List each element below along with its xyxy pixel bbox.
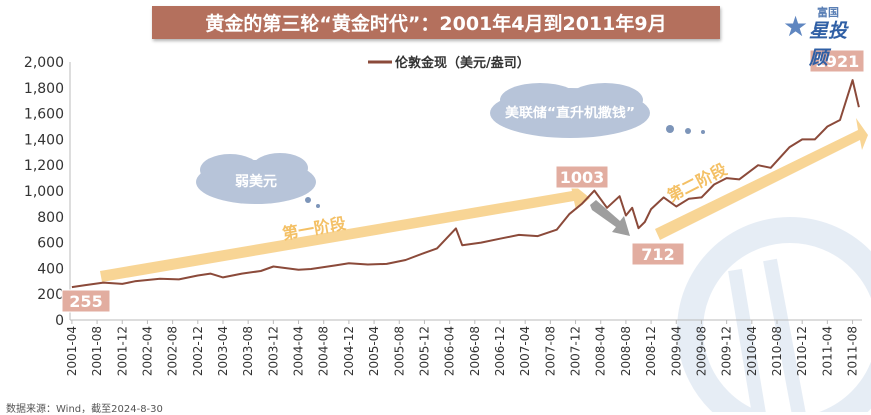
x-tick-label: 2002-04 — [140, 326, 154, 376]
x-tick-label: 2008-12 — [644, 326, 658, 376]
y-tick-label: 800 — [37, 210, 64, 226]
logo-bottom-text: 星投顾 — [809, 20, 848, 69]
x-tick-label: 2004-04 — [292, 326, 306, 376]
x-tick-label: 2002-12 — [191, 326, 205, 376]
x-tick-label: 2008-04 — [594, 326, 608, 376]
x-tick-label: 2008-08 — [619, 326, 633, 376]
x-tick-label: 2006-04 — [443, 326, 457, 376]
y-tick-label: 1,600 — [24, 107, 64, 123]
x-tick-label: 2010-12 — [795, 326, 809, 376]
x-tick-label: 2007-12 — [569, 326, 583, 376]
y-tick-label: 1,200 — [24, 158, 64, 174]
cloud-fed-helicopter: 美联储“直升机撒钱” — [490, 83, 705, 138]
logo-top-text: 富国 — [817, 6, 839, 19]
x-tick-label: 2001-12 — [115, 326, 129, 376]
x-tick-label: 2003-12 — [266, 326, 280, 376]
callout-1003: 1003 — [555, 165, 609, 189]
y-tick-label: 0 — [55, 313, 64, 329]
y-tick-label: 1,400 — [24, 132, 64, 148]
x-tick-label: 2006-08 — [468, 326, 482, 376]
x-tick-label: 2005-04 — [367, 326, 381, 376]
y-tick-label: 200 — [37, 287, 64, 303]
star-icon: ★ — [783, 10, 809, 43]
y-tick-label: 1,800 — [24, 81, 64, 97]
y-tick-label: 1,000 — [24, 184, 64, 200]
correction-arrow — [590, 200, 630, 236]
svg-text:1921: 1921 — [815, 52, 860, 71]
cloud-weak-dollar: 弱美元 — [196, 153, 320, 208]
svg-text:美联储“直升机撒钱”: 美联储“直升机撒钱” — [505, 105, 635, 121]
x-tick-label: 2009-08 — [694, 326, 708, 376]
chart-title: 黄金的第三轮“黄金时代”：2001年4月到2011年9月 — [152, 6, 720, 39]
x-tick-label: 2003-04 — [216, 326, 230, 376]
x-tick-label: 2011-08 — [846, 326, 860, 376]
x-tick-label: 2009-12 — [720, 326, 734, 376]
x-tick-label: 2002-08 — [166, 326, 180, 376]
x-tick-label: 2001-04 — [65, 326, 79, 376]
svg-text:1003: 1003 — [560, 168, 605, 187]
legend-label: 伦敦金现（美元/盎司） — [395, 55, 530, 71]
y-tick-label: 400 — [37, 261, 64, 277]
x-tick-label: 2010-04 — [745, 326, 759, 376]
brand-logo: ★ 富国 星投顾 — [779, 4, 859, 69]
x-tick-label: 2007-08 — [543, 326, 557, 376]
callout-255: 255 — [61, 289, 111, 313]
y-tick-label: 2,000 — [24, 55, 64, 71]
x-tick-label: 2010-08 — [770, 326, 784, 376]
x-tick-label: 2005-12 — [417, 326, 431, 376]
stage2-arrow — [655, 118, 868, 240]
x-tick-label: 2011-04 — [820, 326, 834, 376]
x-tick-label: 2009-04 — [669, 326, 683, 376]
x-tick-label: 2003-08 — [241, 326, 255, 376]
x-tick-label: 2004-12 — [342, 326, 356, 376]
svg-text:弱美元: 弱美元 — [235, 173, 277, 190]
x-tick-label: 2007-04 — [518, 326, 532, 376]
x-tick-label: 2005-08 — [392, 326, 406, 376]
x-tick-label: 2001-08 — [90, 326, 104, 376]
x-tick-label: 2006-12 — [493, 326, 507, 376]
price-line-series — [71, 79, 860, 289]
svg-text:255: 255 — [69, 292, 102, 311]
callout-712: 712 — [631, 242, 685, 266]
data-source-note: 数据来源：Wind，截至2024-8-30 — [6, 404, 163, 415]
svg-text:712: 712 — [641, 245, 674, 264]
watermark-logo — [677, 217, 871, 412]
callout-1921: 1921 — [809, 49, 865, 73]
x-tick-label: 2004-08 — [317, 326, 331, 376]
stage1-arrow — [100, 182, 590, 282]
y-tick-label: 600 — [37, 236, 64, 252]
